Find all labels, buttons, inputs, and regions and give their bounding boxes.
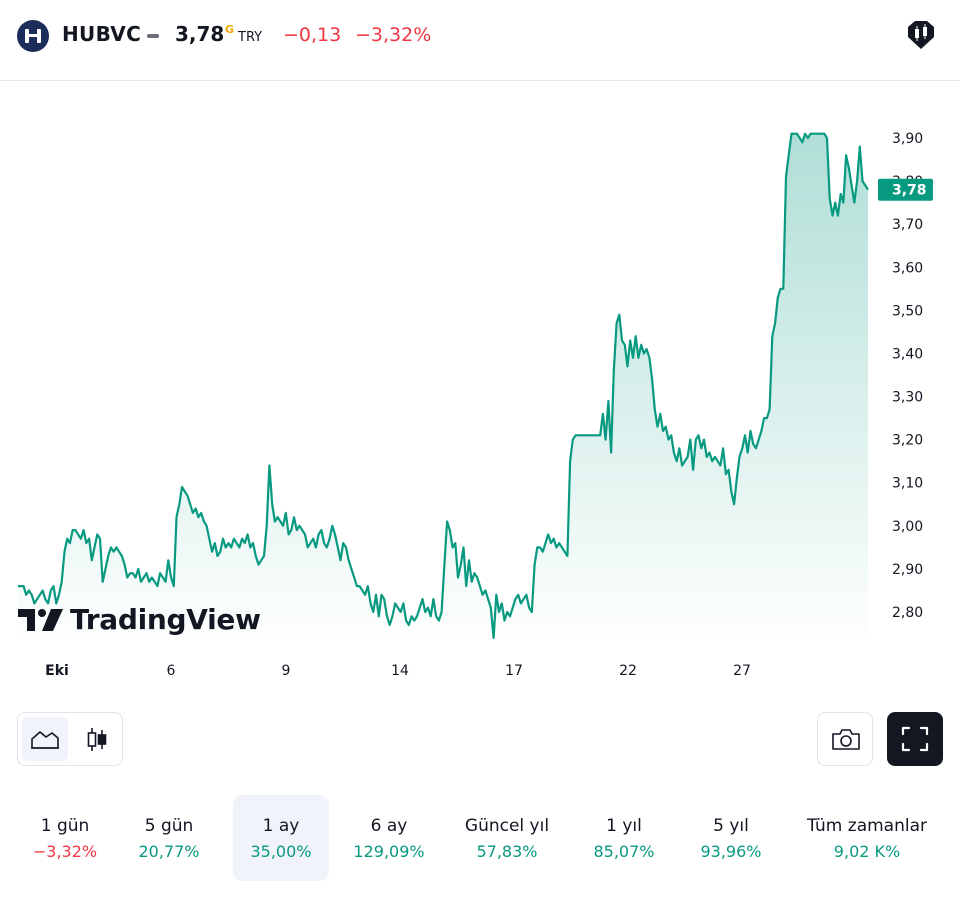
x-tick-label: 9 bbox=[282, 663, 291, 679]
period-label: 1 gün bbox=[40, 816, 90, 836]
period-label: 5 gün bbox=[144, 816, 194, 836]
hubvc-logo-icon[interactable] bbox=[17, 20, 49, 52]
y-tick-label: 2,80 bbox=[892, 605, 923, 621]
currency-label: TRY bbox=[238, 30, 263, 45]
period-1-month[interactable]: 1 ay 35,00% bbox=[233, 795, 329, 881]
period-1-year[interactable]: 1 yıl 85,07% bbox=[576, 795, 672, 881]
y-tick-label: 3,50 bbox=[892, 303, 923, 319]
price-change: −0,13 bbox=[283, 24, 342, 46]
period-change: 9,02 K% bbox=[833, 842, 901, 861]
area-chart-icon bbox=[31, 731, 59, 749]
x-tick-label: 17 bbox=[505, 663, 523, 679]
fullscreen-icon bbox=[901, 726, 929, 752]
period-year-to-date[interactable]: Güncel yıl 57,83% bbox=[449, 795, 565, 881]
y-tick-label: 3,10 bbox=[892, 476, 923, 492]
period-6-months[interactable]: 6 ay 129,09% bbox=[341, 795, 437, 881]
ticker-symbol[interactable]: HUBVC bbox=[62, 22, 142, 46]
period-change: 85,07% bbox=[593, 842, 655, 861]
logo-bar-right bbox=[37, 29, 41, 43]
price-flag: G bbox=[225, 23, 235, 36]
x-tick-label: 14 bbox=[391, 663, 409, 679]
period-change: 20,77% bbox=[138, 842, 200, 861]
screenshot-button[interactable] bbox=[817, 712, 873, 766]
x-tick-label: Eki bbox=[45, 663, 69, 679]
period-label: 1 ay bbox=[262, 816, 300, 836]
period-1-day[interactable]: 1 gün −3,32% bbox=[17, 795, 113, 881]
last-price: 3,78 bbox=[175, 22, 225, 46]
candlestick-icon bbox=[87, 728, 107, 751]
period-change: −3,32% bbox=[32, 842, 98, 861]
candles-chart-button[interactable] bbox=[74, 717, 120, 761]
area-chart-button[interactable] bbox=[22, 717, 68, 761]
period-5-days[interactable]: 5 gün 20,77% bbox=[121, 795, 217, 881]
symbol-header: HUBVC 3,78 G TRY −0,13 −3,32% bbox=[0, 0, 960, 81]
period-change: 129,09% bbox=[353, 842, 425, 861]
period-label: 5 yıl bbox=[713, 816, 749, 836]
y-tick-label: 3,60 bbox=[892, 260, 923, 276]
y-tick-label: 3,40 bbox=[892, 347, 923, 363]
period-label: 6 ay bbox=[370, 816, 408, 836]
y-tick-label: 3,30 bbox=[892, 390, 923, 406]
logo-bar-left bbox=[25, 29, 29, 43]
tradingview-logo-icon[interactable] bbox=[904, 18, 938, 52]
watermark-text: TradingView bbox=[70, 603, 261, 636]
camera-icon bbox=[832, 729, 860, 750]
period-change: 35,00% bbox=[250, 842, 312, 861]
y-tick-label: 3,90 bbox=[892, 131, 923, 147]
last-price-marker bbox=[878, 178, 933, 201]
x-tick-label: 6 bbox=[167, 663, 176, 679]
logo-bar-middle bbox=[29, 34, 37, 37]
y-tick-label: 3,20 bbox=[892, 433, 923, 449]
separator-dash bbox=[147, 34, 159, 38]
price-chart[interactable]: 3,903,803,703,603,503,403,303,203,103,00… bbox=[0, 82, 960, 702]
y-tick-label: 3,00 bbox=[892, 519, 923, 535]
price-line bbox=[18, 132, 869, 639]
y-tick-label: 2,90 bbox=[892, 562, 923, 578]
y-tick-label: 3,70 bbox=[892, 217, 923, 233]
period-label: Tüm zamanlar bbox=[806, 816, 927, 836]
period-all-time[interactable]: Tüm zamanlar 9,02 K% bbox=[798, 795, 936, 881]
period-change: 57,83% bbox=[476, 842, 538, 861]
tradingview-mark-icon bbox=[18, 609, 63, 631]
x-tick-label: 27 bbox=[733, 663, 751, 679]
price-change-percent: −3,32% bbox=[355, 24, 432, 46]
period-label: Güncel yıl bbox=[464, 816, 550, 836]
fullscreen-button[interactable] bbox=[887, 712, 943, 766]
chart-type-switch bbox=[17, 712, 123, 766]
period-performance-tabs: 1 gün −3,32% 5 gün 20,77% 1 ay 35,00% 6 … bbox=[0, 795, 960, 881]
period-label: 1 yıl bbox=[606, 816, 642, 836]
last-price-label: 3,78 bbox=[892, 183, 927, 199]
period-5-years[interactable]: 5 yıl 93,96% bbox=[683, 795, 779, 881]
price-area-fill bbox=[18, 133, 868, 647]
period-change: 93,96% bbox=[700, 842, 762, 861]
x-tick-label: 22 bbox=[619, 663, 637, 679]
